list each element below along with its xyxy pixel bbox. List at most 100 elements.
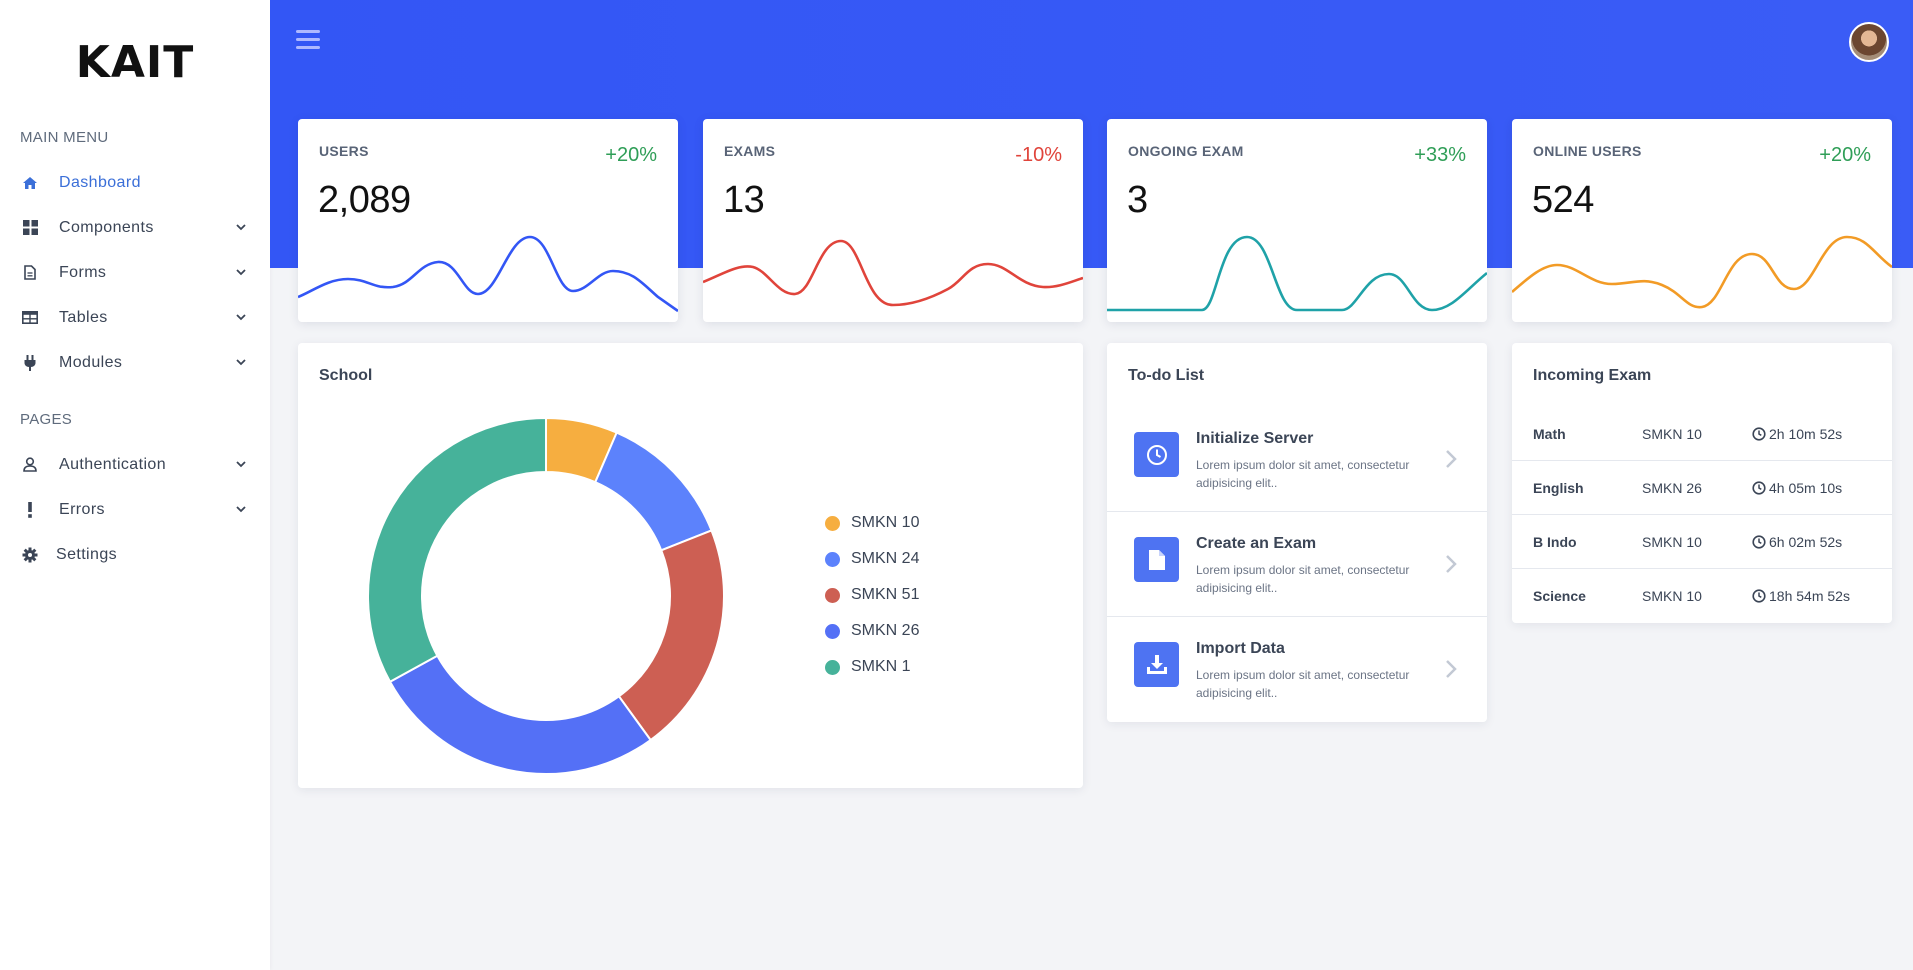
stat-label: ONLINE USERS [1533, 143, 1642, 159]
incoming-exam-title: Incoming Exam [1533, 367, 1652, 384]
users-sparkline [298, 235, 678, 313]
sidebar-item-settings[interactable]: Settings [0, 532, 270, 577]
school-card-title: School [319, 367, 373, 384]
stat-card-exams: EXAMS -10% 13 [703, 119, 1083, 322]
donut-slice-smkn-24[interactable] [593, 431, 713, 552]
sidebar-item-modules[interactable]: Modules [0, 340, 270, 385]
donut-slice-smkn-26[interactable] [388, 654, 653, 775]
table-row[interactable]: English SMKN 26 4h 05m 10s [1512, 461, 1892, 515]
pages-title: PAGES [20, 411, 73, 428]
sidebar-item-label: Components [59, 218, 154, 236]
todo-item[interactable]: Initialize Server Lorem ipsum dolor sit … [1107, 407, 1487, 512]
sidebar-item-authentication[interactable]: Authentication [0, 442, 270, 487]
legend-item[interactable]: SMKN 10 [825, 505, 919, 541]
todo-description: Lorem ipsum dolor sit amet, consectetur … [1196, 668, 1410, 700]
sidebar-item-dashboard[interactable]: Dashboard [0, 160, 270, 205]
exam-countdown: 6h 02m 52s [1752, 534, 1842, 550]
donut-slice-smkn-51[interactable] [617, 529, 725, 742]
clock-icon [1752, 589, 1766, 603]
exam-school: SMKN 10 [1642, 588, 1702, 604]
chevron-right-icon [1446, 555, 1457, 573]
sidebar-item-tables[interactable]: Tables [0, 295, 270, 340]
school-card: School SMKN 10 SMKN 24 SMKN 51 SMKN 26 S… [298, 343, 1083, 788]
chevron-down-icon [234, 311, 248, 325]
todo-item[interactable]: Import Data Lorem ipsum dolor sit amet, … [1107, 617, 1487, 722]
clock-icon [1752, 534, 1766, 549]
exam-time-text: 4h 05m 10s [1769, 479, 1843, 496]
exams-sparkline [703, 239, 1083, 307]
exam-time-text: 6h 02m 52s [1769, 533, 1843, 550]
sidebar-item-errors[interactable]: Errors [0, 487, 270, 532]
exam-time-text: 18h 54m 52s [1769, 588, 1850, 604]
exam-countdown: 4h 05m 10s [1752, 480, 1842, 496]
legend-label: SMKN 24 [851, 550, 920, 567]
legend-item[interactable]: SMKN 26 [825, 613, 919, 649]
stat-card-ongoing-exam: ONGOING EXAM +33% 3 [1107, 119, 1487, 322]
app-logo[interactable]: KAIT [75, 37, 195, 88]
exam-school: SMKN 10 [1642, 533, 1702, 550]
stat-card-users: USERS +20% 2,089 [298, 119, 678, 322]
stat-label: USERS [319, 143, 369, 159]
exam-subject: Math [1533, 425, 1566, 442]
legend-label: SMKN 26 [851, 622, 920, 639]
todo-item[interactable]: Create an Exam Lorem ipsum dolor sit ame… [1107, 512, 1487, 617]
chevron-down-icon [234, 356, 248, 370]
stat-change: +20% [1819, 144, 1871, 166]
sidebar-item-components[interactable]: Components [0, 205, 270, 250]
legend-item[interactable]: SMKN 1 [825, 649, 919, 685]
chevron-down-icon [234, 221, 248, 235]
exam-time-text: 2h 10m 52s [1769, 425, 1843, 442]
sidebar-item-label: Forms [59, 263, 107, 281]
table-row[interactable]: B Indo SMKN 10 6h 02m 52s [1512, 515, 1892, 569]
legend-item[interactable]: SMKN 51 [825, 577, 919, 613]
table-row[interactable]: Math SMKN 10 2h 10m 52s [1512, 407, 1892, 461]
legend-dot [825, 551, 840, 567]
stat-value: 3 [1127, 179, 1148, 221]
home-icon [20, 173, 40, 193]
todo-title: Create an Exam [1196, 535, 1317, 552]
exclamation-icon [20, 500, 40, 520]
legend-dot [825, 623, 840, 639]
plug-icon [20, 353, 40, 373]
exam-school: SMKN 26 [1642, 479, 1702, 496]
sidebar-item-label: Modules [59, 353, 123, 371]
legend-dot [825, 659, 840, 675]
chevron-down-icon [234, 503, 248, 517]
stat-value: 2,089 [318, 179, 411, 221]
stat-value: 524 [1532, 179, 1594, 221]
stat-change: -10% [1015, 144, 1062, 166]
sidebar-item-label: Settings [56, 545, 118, 563]
user-avatar[interactable] [1849, 22, 1889, 62]
donut-slice-smkn-1[interactable] [367, 416, 547, 684]
stat-card-online-users: ONLINE USERS +20% 524 [1512, 119, 1892, 322]
stat-label: EXAMS [724, 143, 776, 159]
sidebar-item-label: Tables [59, 308, 108, 326]
chevron-right-icon [1446, 450, 1457, 468]
exam-subject: B Indo [1533, 533, 1577, 550]
chevron-down-icon [234, 458, 248, 472]
sidebar-item-label: Authentication [59, 455, 167, 473]
todo-title: Import Data [1196, 640, 1285, 657]
sidebar-item-label: Dashboard [59, 173, 141, 191]
stat-label: ONGOING EXAM [1128, 143, 1244, 159]
user-icon [20, 455, 40, 475]
todo-title: Initialize Server [1196, 430, 1314, 447]
menu-toggle-icon[interactable] [296, 30, 320, 52]
legend-label: SMKN 1 [851, 658, 911, 675]
online-users-sparkline [1512, 235, 1892, 309]
todo-card-title: To-do List [1128, 367, 1205, 384]
chevron-right-icon [1446, 660, 1457, 678]
stat-value: 13 [723, 179, 765, 221]
sidebar: KAIT MAIN MENU Dashboard Components Form… [0, 0, 270, 970]
table-row[interactable]: Science SMKN 10 18h 54m 52s [1512, 569, 1892, 623]
chevron-down-icon [234, 266, 248, 280]
exam-subject: English [1533, 479, 1584, 496]
sidebar-item-forms[interactable]: Forms [0, 250, 270, 295]
exam-subject: Science [1533, 588, 1586, 604]
stat-change: +20% [605, 144, 657, 166]
exam-countdown: 2h 10m 52s [1752, 426, 1842, 442]
legend-item[interactable]: SMKN 24 [825, 541, 919, 577]
table-icon [20, 308, 40, 328]
gear-icon [20, 545, 40, 565]
exam-countdown: 18h 54m 52s [1752, 588, 1850, 604]
